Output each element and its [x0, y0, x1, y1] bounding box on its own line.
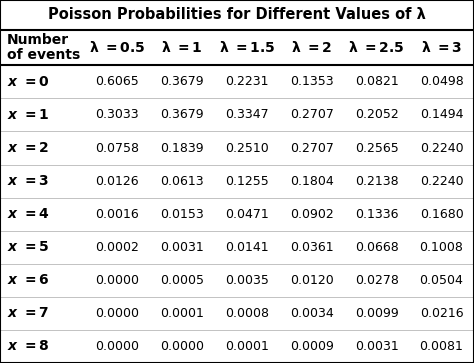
Text: 0.1353: 0.1353 [290, 76, 334, 88]
Text: 0.2138: 0.2138 [355, 175, 399, 188]
Text: 0.0008: 0.0008 [225, 307, 269, 320]
Text: $\boldsymbol{x}$ $\mathbf{= 4}$: $\boldsymbol{x}$ $\mathbf{= 4}$ [7, 207, 49, 221]
Text: 0.0034: 0.0034 [290, 307, 334, 320]
Text: 0.1804: 0.1804 [290, 175, 334, 188]
Text: 0.1839: 0.1839 [160, 142, 204, 155]
Text: 0.0005: 0.0005 [160, 274, 204, 287]
Text: 0.0120: 0.0120 [290, 274, 334, 287]
Text: 0.3347: 0.3347 [225, 109, 269, 122]
Text: 0.1680: 0.1680 [419, 208, 464, 221]
Text: 0.0031: 0.0031 [355, 340, 399, 353]
Text: $\boldsymbol{\lambda}$ $\mathbf{= 2.5}$: $\boldsymbol{\lambda}$ $\mathbf{= 2.5}$ [348, 40, 405, 55]
Text: 0.0758: 0.0758 [95, 142, 139, 155]
Text: 0.2707: 0.2707 [290, 109, 334, 122]
Text: 0.0498: 0.0498 [419, 76, 464, 88]
Text: $\boldsymbol{x}$ $\mathbf{= 2}$: $\boldsymbol{x}$ $\mathbf{= 2}$ [7, 141, 49, 155]
Text: 0.1008: 0.1008 [419, 241, 464, 254]
Text: $\boldsymbol{\lambda}$ $\mathbf{= 3}$: $\boldsymbol{\lambda}$ $\mathbf{= 3}$ [421, 40, 462, 55]
Text: 0.0153: 0.0153 [160, 208, 204, 221]
Text: 0.0099: 0.0099 [355, 307, 399, 320]
Text: 0.0000: 0.0000 [160, 340, 204, 353]
Text: $\boldsymbol{x}$ $\mathbf{= 3}$: $\boldsymbol{x}$ $\mathbf{= 3}$ [7, 174, 49, 188]
Text: 0.6065: 0.6065 [95, 76, 139, 88]
Text: 0.0141: 0.0141 [225, 241, 269, 254]
Text: 0.2231: 0.2231 [225, 76, 268, 88]
Text: 0.0361: 0.0361 [290, 241, 334, 254]
Text: 0.1255: 0.1255 [225, 175, 269, 188]
Text: $\boldsymbol{\lambda}$ $\mathbf{= 1.5}$: $\boldsymbol{\lambda}$ $\mathbf{= 1.5}$ [219, 40, 275, 55]
Text: 0.0009: 0.0009 [290, 340, 334, 353]
Text: 0.2565: 0.2565 [355, 142, 399, 155]
Text: 0.0216: 0.0216 [419, 307, 464, 320]
Text: 0.0001: 0.0001 [225, 340, 269, 353]
Text: 0.0000: 0.0000 [95, 340, 139, 353]
Text: 0.0035: 0.0035 [225, 274, 269, 287]
Text: $\boldsymbol{\lambda}$ $\mathbf{= 1}$: $\boldsymbol{\lambda}$ $\mathbf{= 1}$ [161, 40, 202, 55]
Text: 0.3679: 0.3679 [160, 109, 204, 122]
Text: 0.0821: 0.0821 [355, 76, 399, 88]
Text: 0.1494: 0.1494 [420, 109, 463, 122]
Text: 0.0668: 0.0668 [355, 241, 399, 254]
Text: $\boldsymbol{\lambda}$ $\mathbf{= 0.5}$: $\boldsymbol{\lambda}$ $\mathbf{= 0.5}$ [89, 40, 145, 55]
Text: 0.0278: 0.0278 [355, 274, 399, 287]
Text: $\boldsymbol{x}$ $\mathbf{= 8}$: $\boldsymbol{x}$ $\mathbf{= 8}$ [7, 339, 49, 354]
Text: 0.2052: 0.2052 [355, 109, 399, 122]
Text: $\boldsymbol{x}$ $\mathbf{= 7}$: $\boldsymbol{x}$ $\mathbf{= 7}$ [7, 306, 49, 321]
Text: 0.3679: 0.3679 [160, 76, 204, 88]
Text: of events: of events [7, 48, 80, 62]
Text: 0.2240: 0.2240 [419, 175, 464, 188]
Text: Poisson Probabilities for Different Values of λ: Poisson Probabilities for Different Valu… [48, 7, 426, 23]
Text: 0.0000: 0.0000 [95, 274, 139, 287]
Text: Number: Number [7, 33, 69, 47]
Text: $\boldsymbol{\lambda}$ $\mathbf{= 2}$: $\boldsymbol{\lambda}$ $\mathbf{= 2}$ [291, 40, 332, 55]
Text: $\boldsymbol{x}$ $\mathbf{= 1}$: $\boldsymbol{x}$ $\mathbf{= 1}$ [7, 108, 49, 122]
Text: 0.0471: 0.0471 [225, 208, 269, 221]
Text: 0.0031: 0.0031 [160, 241, 204, 254]
Text: 0.0613: 0.0613 [160, 175, 204, 188]
Text: 0.0126: 0.0126 [95, 175, 139, 188]
Text: $\boldsymbol{x}$ $\mathbf{= 6}$: $\boldsymbol{x}$ $\mathbf{= 6}$ [7, 273, 49, 287]
Text: 0.0001: 0.0001 [160, 307, 204, 320]
Text: $\boldsymbol{x}$ $\mathbf{= 0}$: $\boldsymbol{x}$ $\mathbf{= 0}$ [7, 75, 49, 89]
Text: 0.0902: 0.0902 [290, 208, 334, 221]
Text: 0.0002: 0.0002 [95, 241, 139, 254]
Text: 0.2510: 0.2510 [225, 142, 269, 155]
Text: 0.0000: 0.0000 [95, 307, 139, 320]
Text: 0.2707: 0.2707 [290, 142, 334, 155]
Text: 0.1336: 0.1336 [355, 208, 398, 221]
Text: 0.0081: 0.0081 [419, 340, 464, 353]
Text: 0.0504: 0.0504 [419, 274, 464, 287]
Text: 0.0016: 0.0016 [95, 208, 139, 221]
Text: 0.2240: 0.2240 [419, 142, 464, 155]
Text: 0.3033: 0.3033 [95, 109, 139, 122]
Text: $\boldsymbol{x}$ $\mathbf{= 5}$: $\boldsymbol{x}$ $\mathbf{= 5}$ [7, 240, 49, 254]
